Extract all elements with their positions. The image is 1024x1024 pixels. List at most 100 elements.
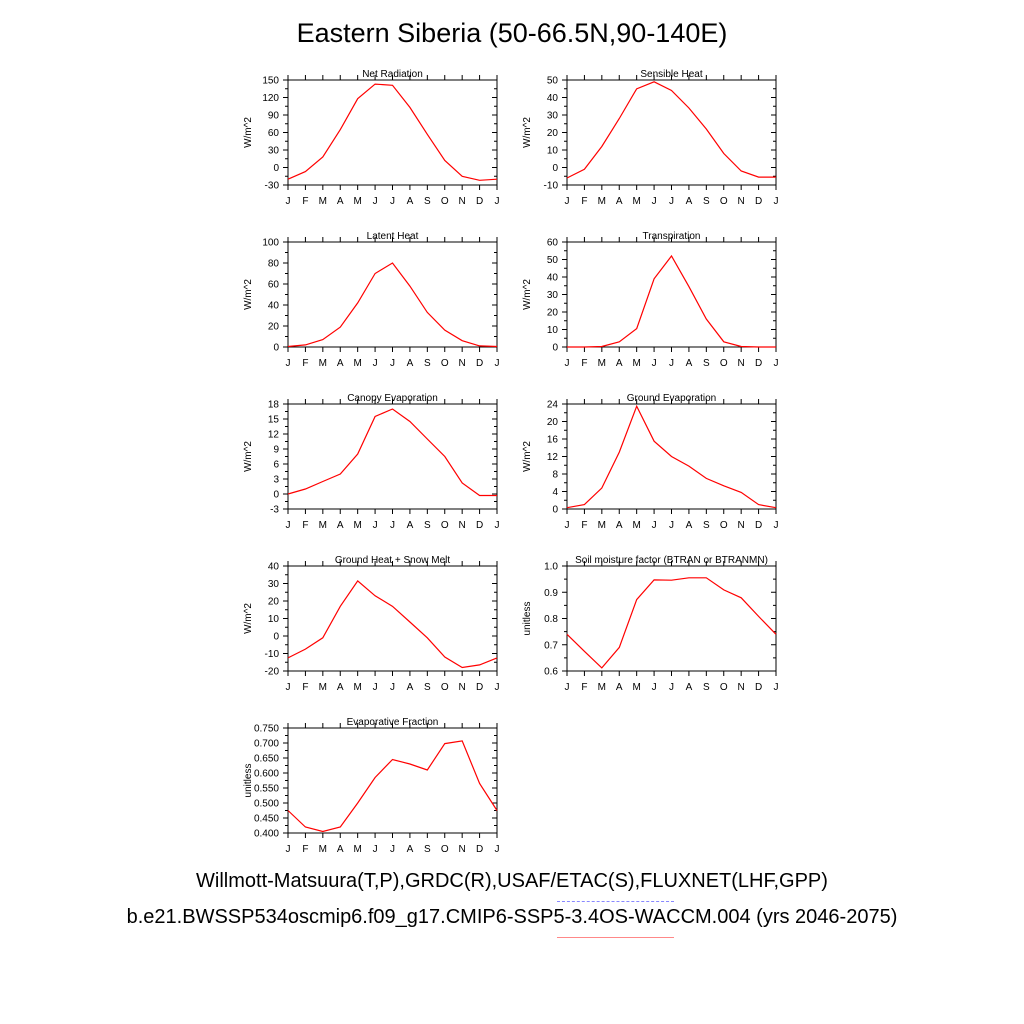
x-tick-label: J <box>774 682 779 693</box>
x-tick-label: M <box>598 196 606 207</box>
series-line <box>567 254 776 348</box>
chart-title: Latent Heat <box>367 231 419 242</box>
x-tick-label: J <box>390 196 395 207</box>
x-tick-label: F <box>302 844 308 855</box>
x-tick-label: F <box>302 358 308 369</box>
x-tick-label: J <box>652 358 657 369</box>
x-tick-label: J <box>652 196 657 207</box>
x-tick-label: N <box>738 520 745 531</box>
x-tick-label: A <box>337 358 344 369</box>
x-tick-label: J <box>286 844 291 855</box>
y-tick-label: 0.400 <box>254 829 279 840</box>
y-tick-label: 4 <box>552 487 558 498</box>
y-tick-label: 150 <box>262 76 279 87</box>
y-tick-label: -10 <box>265 649 280 660</box>
y-tick-label: 3 <box>273 475 279 486</box>
series-line <box>566 404 777 509</box>
plot-frame <box>566 79 777 186</box>
x-tick-label: J <box>565 520 570 531</box>
x-tick-label: M <box>598 358 606 369</box>
y-tick-label: 40 <box>268 301 280 312</box>
y-tick-label: 90 <box>268 111 280 122</box>
x-tick-label: D <box>755 196 762 207</box>
y-tick-label: 10 <box>547 325 559 336</box>
x-tick-label: S <box>424 358 431 369</box>
x-tick-label: J <box>373 196 378 207</box>
y-tick-label: 10 <box>547 146 559 157</box>
case-legend-line <box>557 937 674 938</box>
x-tick-label: S <box>703 358 710 369</box>
y-tick-label: 0.500 <box>254 799 279 810</box>
x-tick-label: A <box>616 520 623 531</box>
y-axis-label: W/m^2 <box>243 117 254 148</box>
x-tick-label: N <box>459 358 466 369</box>
x-tick-label: J <box>495 196 500 207</box>
y-tick-label: 120 <box>262 93 279 104</box>
y-axis-label: W/m^2 <box>243 441 254 472</box>
x-tick-label: J <box>373 682 378 693</box>
x-tick-label: J <box>774 358 779 369</box>
series-line <box>566 81 776 179</box>
y-tick-label: 0.9 <box>544 588 558 599</box>
x-tick-label: S <box>424 520 431 531</box>
chart-title: Ground Evaporation <box>627 393 717 404</box>
x-tick-label: A <box>407 682 414 693</box>
x-tick-label: D <box>476 682 483 693</box>
y-tick-label: 8 <box>552 470 558 481</box>
series-line <box>287 262 498 348</box>
x-tick-label: D <box>755 520 762 531</box>
x-tick-label: M <box>632 520 640 531</box>
y-tick-label: 0 <box>552 343 558 354</box>
x-tick-label: A <box>337 520 344 531</box>
x-tick-label: A <box>337 682 344 693</box>
series-line <box>287 83 498 181</box>
chart-panel: Evaporative Fraction unitless 0.400 0.450 0.… <box>243 717 500 855</box>
y-tick-label: -10 <box>544 181 559 192</box>
x-tick-label: M <box>632 358 640 369</box>
x-tick-label: M <box>598 682 606 693</box>
observations-caption: Willmott-Matsuura(T,P),GRDC(R),USAF/ETAC… <box>196 870 828 892</box>
x-tick-label: J <box>495 358 500 369</box>
y-tick-label: 0 <box>273 163 279 174</box>
x-tick-label: S <box>703 520 710 531</box>
x-tick-label: A <box>616 358 623 369</box>
y-tick-label: 0.750 <box>254 724 279 735</box>
plot-frame <box>287 79 498 186</box>
x-tick-label: A <box>407 844 414 855</box>
x-tick-label: M <box>353 358 361 369</box>
x-tick-label: F <box>581 196 587 207</box>
y-axis-label: W/m^2 <box>522 279 533 310</box>
x-tick-label: M <box>319 196 327 207</box>
figure-title: Eastern Siberia (50-66.5N,90-140E) <box>296 18 728 48</box>
y-tick-label: 30 <box>268 146 280 157</box>
y-axis-label: unitless <box>522 602 533 636</box>
chart-title: Canopy Evaporation <box>347 393 438 404</box>
y-axis-label: W/m^2 <box>243 279 254 310</box>
x-tick-label: S <box>703 196 710 207</box>
x-tick-label: J <box>669 358 674 369</box>
y-tick-label: 60 <box>547 238 559 249</box>
x-tick-label: O <box>720 520 728 531</box>
x-tick-label: O <box>441 520 449 531</box>
chart-title: Ground Heat + Snow Melt <box>335 555 451 566</box>
series-line <box>566 577 777 669</box>
chart-title: Evaporative Fraction <box>347 717 439 728</box>
y-tick-label: 0 <box>273 490 279 501</box>
series-line <box>287 408 497 497</box>
x-tick-label: O <box>720 196 728 207</box>
x-tick-label: A <box>686 520 693 531</box>
series-line <box>287 740 498 833</box>
x-tick-label: J <box>373 358 378 369</box>
x-tick-label: J <box>390 844 395 855</box>
y-tick-label: -3 <box>270 505 279 516</box>
x-tick-label: J <box>373 844 378 855</box>
x-tick-label: J <box>495 520 500 531</box>
y-tick-label: 0.6 <box>544 667 558 678</box>
y-tick-label: 80 <box>268 259 280 270</box>
observations-legend-line <box>557 901 674 902</box>
y-tick-label: 40 <box>547 273 559 284</box>
